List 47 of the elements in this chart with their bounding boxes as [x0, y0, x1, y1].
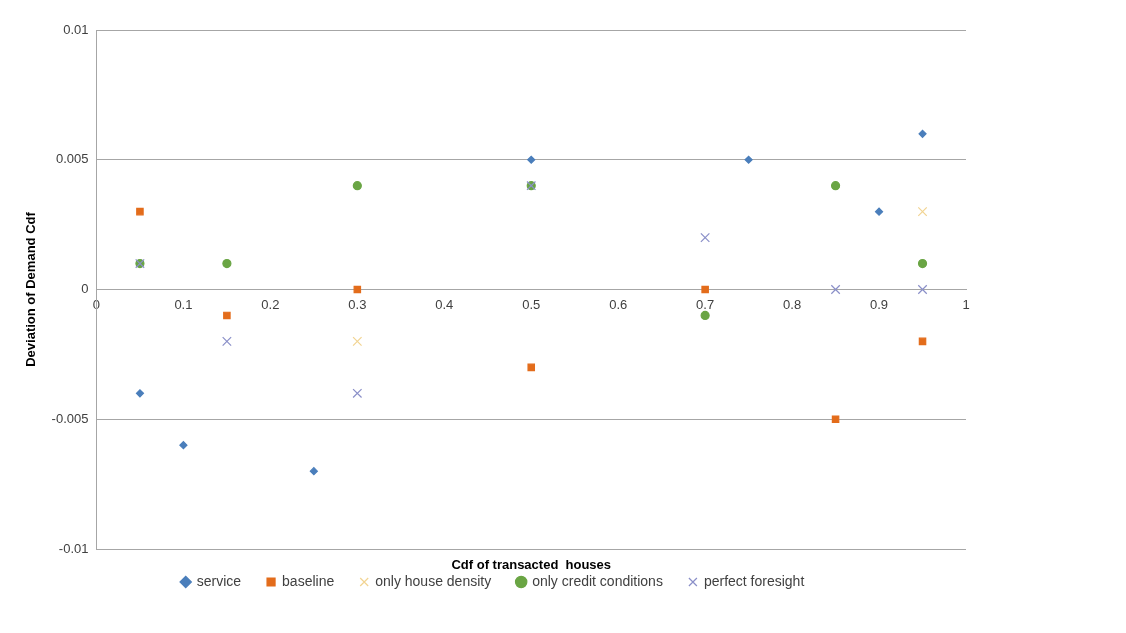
legend-label: only house density — [375, 572, 492, 589]
point — [700, 232, 710, 243]
point — [352, 181, 362, 191]
x-tick-label: 0.7 — [696, 296, 715, 312]
y-tick-label: 0.01 — [63, 21, 89, 37]
x-tick-label: 0.2 — [261, 296, 280, 312]
point — [353, 285, 362, 294]
x-tick-label: 0.9 — [870, 296, 889, 312]
point — [830, 284, 841, 295]
x-tick-label: 1 — [962, 296, 970, 312]
x-tick-label: 0.6 — [609, 296, 628, 312]
point — [223, 311, 231, 320]
legend-label: service — [196, 572, 242, 589]
point — [135, 389, 145, 398]
point — [309, 467, 318, 476]
point — [917, 284, 928, 295]
point — [917, 206, 928, 217]
point — [179, 441, 188, 450]
point — [136, 207, 144, 216]
point — [917, 258, 928, 269]
y-axis-title: Deviation of Demand Cdf — [23, 211, 39, 367]
point — [830, 181, 841, 191]
point — [222, 336, 232, 347]
point — [352, 388, 363, 399]
legend-label: only credit conditions — [532, 572, 663, 589]
x-tick-label: 0.3 — [348, 296, 367, 312]
y-tick-label: -0.005 — [51, 410, 89, 426]
point — [831, 415, 840, 424]
point — [744, 155, 753, 164]
x-tick-label: 0.1 — [174, 296, 193, 312]
point — [527, 363, 536, 372]
point — [700, 310, 710, 321]
x-tick-label: 0.8 — [783, 296, 802, 312]
point — [701, 285, 709, 294]
point — [352, 336, 363, 347]
x-tick-label: 0.4 — [435, 296, 454, 312]
legend-label: perfect foresight — [703, 572, 805, 589]
y-tick-label: 0 — [81, 281, 89, 297]
point — [918, 129, 927, 138]
point — [222, 258, 232, 269]
legend-label: baseline — [282, 572, 335, 589]
point — [874, 207, 884, 216]
y-tick-label: 0.005 — [55, 151, 89, 167]
point — [527, 155, 536, 164]
x-tick-label: 0.5 — [522, 296, 541, 312]
x-axis-title: Cdf of transacted houses — [451, 557, 612, 573]
y-tick-label: -0.01 — [58, 540, 89, 556]
